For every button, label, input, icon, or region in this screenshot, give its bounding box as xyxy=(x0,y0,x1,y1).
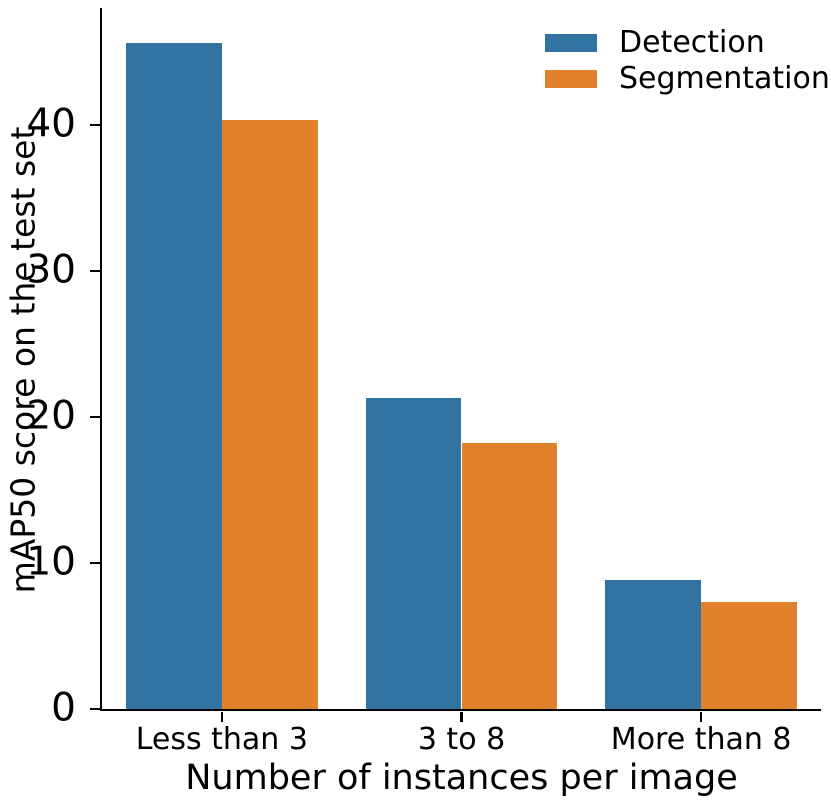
legend: Detection Segmentation xyxy=(545,25,830,97)
x-tick-label: More than 8 xyxy=(610,722,792,757)
x-tick-mark xyxy=(220,711,224,722)
x-tick-mark xyxy=(460,711,463,722)
y-tick-mark xyxy=(89,707,100,711)
y-axis-label: mAP50 score on the test set xyxy=(3,126,43,594)
y-tick-mark xyxy=(89,123,100,127)
y-tick-label: 0 xyxy=(51,685,76,731)
legend-item-segmentation: Segmentation xyxy=(545,61,830,97)
y-tick-label: 40 xyxy=(26,101,76,147)
bar-detection-less-than-3 xyxy=(125,43,222,709)
legend-swatch-detection xyxy=(545,34,597,52)
y-tick-mark xyxy=(89,561,100,565)
x-axis-label: Number of instances per image xyxy=(185,758,738,798)
x-tick-label: Less than 3 xyxy=(135,722,308,757)
x-tick-mark xyxy=(699,711,703,722)
y-tick-mark xyxy=(89,269,100,273)
legend-label: Detection xyxy=(619,25,765,60)
x-tick-label: 3 to 8 xyxy=(417,722,506,757)
y-tick-mark xyxy=(89,415,100,419)
y-tick-label: 20 xyxy=(26,393,76,439)
bar-detection-3-to-8 xyxy=(365,397,462,709)
y-tick-label: 10 xyxy=(26,539,76,585)
bar-segmentation-3-to-8 xyxy=(461,443,558,709)
bar-segmentation-less-than-3 xyxy=(221,120,318,709)
y-tick-label: 30 xyxy=(26,247,76,293)
legend-label: Segmentation xyxy=(619,61,830,96)
legend-swatch-segmentation xyxy=(545,70,597,88)
bar-detection-more-than-8 xyxy=(605,580,702,709)
bar-segmentation-more-than-8 xyxy=(701,602,798,709)
legend-item-detection: Detection xyxy=(545,25,830,61)
plot-area: 0 10 20 30 40 Less than 3 3 to 8 More than 8 m… xyxy=(4,8,830,796)
